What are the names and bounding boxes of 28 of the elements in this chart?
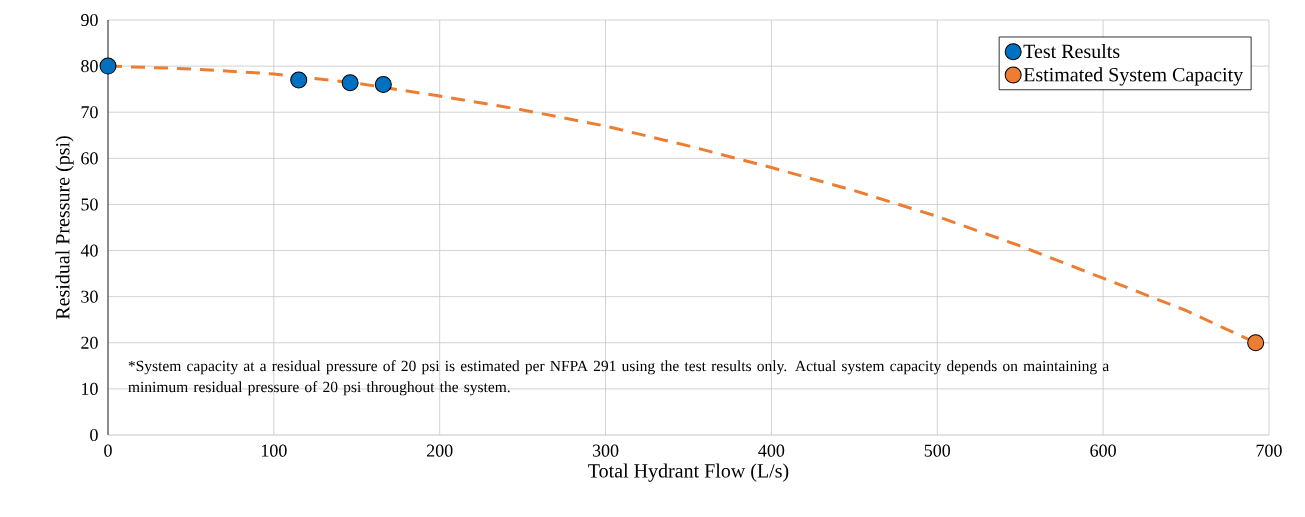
y-tick-label: 90 [81, 13, 98, 27]
y-tick-label: 0 [90, 428, 98, 442]
legend-label: Estimated System Capacity [1023, 67, 1244, 86]
x-tick-label: 100 [261, 444, 287, 457]
y-tick-label: 30 [81, 290, 98, 303]
x-tick-label: 200 [426, 444, 453, 457]
y-axis-title: Residual Pressure (psi) [55, 136, 74, 320]
point [99, 57, 117, 75]
y-tick-label: 50 [81, 198, 98, 211]
y-tick-label: 70 [81, 106, 98, 119]
x-tick-label: 500 [924, 444, 951, 457]
y-tick-label: 20 [81, 336, 98, 349]
y-tick-label: 80 [81, 60, 98, 73]
x-tick-label: 300 [592, 444, 619, 457]
point [341, 74, 359, 92]
y-tick-label: 10 [82, 382, 98, 395]
x-tick-label: 700 [1256, 444, 1282, 457]
annotation: *System capacity at a residual pressure of 20 psi is estimated per NFPA 291 using the test results only. Actual system capacity depends on maintaining a minimum residual pressure of 20 psi throughout the system. [128, 360, 1109, 396]
x-tick-label: 400 [758, 444, 785, 457]
y-tick-label: 40 [80, 244, 98, 257]
x-axis-title: Total Hydrant Flow (L/s) [588, 463, 789, 482]
x-tick-label: 0 [104, 444, 112, 457]
point [374, 76, 392, 94]
point [1247, 334, 1265, 352]
y-tick-label: 60 [81, 152, 98, 165]
point [290, 71, 308, 89]
legend-label: Test Results [1023, 44, 1120, 59]
x-tick-label: 600 [1090, 444, 1116, 457]
